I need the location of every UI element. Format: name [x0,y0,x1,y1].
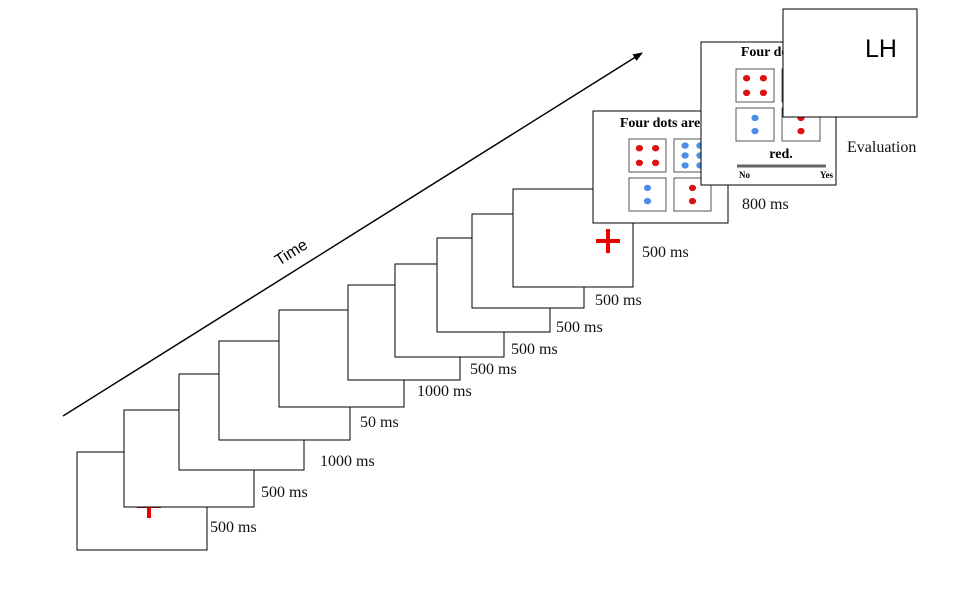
duration-label: 500 ms [511,341,558,358]
scale-label-yes: Yes [820,170,833,180]
blue-dot [643,197,652,205]
duration-label: 500 ms [642,244,689,261]
duration-label: 1000 ms [320,453,375,470]
stimulus-letter: LH [865,35,897,63]
frame-13: LH Evaluation [782,8,918,156]
red-dot [635,145,644,152]
duration-label: 500 ms [261,484,308,501]
red-dot [743,75,751,82]
red-dot [759,89,768,97]
dot-box [735,68,775,103]
duration-label: 500 ms [210,519,257,536]
red-dot [759,75,768,82]
blue-dot [751,114,759,122]
red-dot [743,89,751,97]
duration-label: 1000 ms [417,383,472,400]
duration-label: 500 ms [470,361,517,378]
frame-screen [782,8,918,118]
time-arrow [62,52,643,417]
blue-dot [681,162,689,169]
blue-dot [681,152,689,159]
duration-label: 50 ms [360,414,399,431]
blue-dot [751,127,759,135]
sentence-end: red. [769,147,792,162]
red-dot [652,145,660,152]
duration-label: 500 ms [556,319,603,336]
dot-box [628,177,667,212]
sentence-start: Four dots are [620,116,700,131]
red-dot [688,197,697,205]
blue-dot [643,184,652,192]
fixation-cross [596,229,620,253]
duration-label: 800 ms [742,196,789,213]
dot-box [628,138,667,173]
red-dot [652,159,660,166]
dot-box [735,107,775,142]
red-dot [797,127,805,135]
scale-label-no: No [739,170,750,180]
red-dot [635,159,644,166]
duration-label: 500 ms [595,292,642,309]
evaluation-label: Evaluation [847,139,916,156]
blue-dot [681,142,689,149]
red-dot [688,184,697,192]
